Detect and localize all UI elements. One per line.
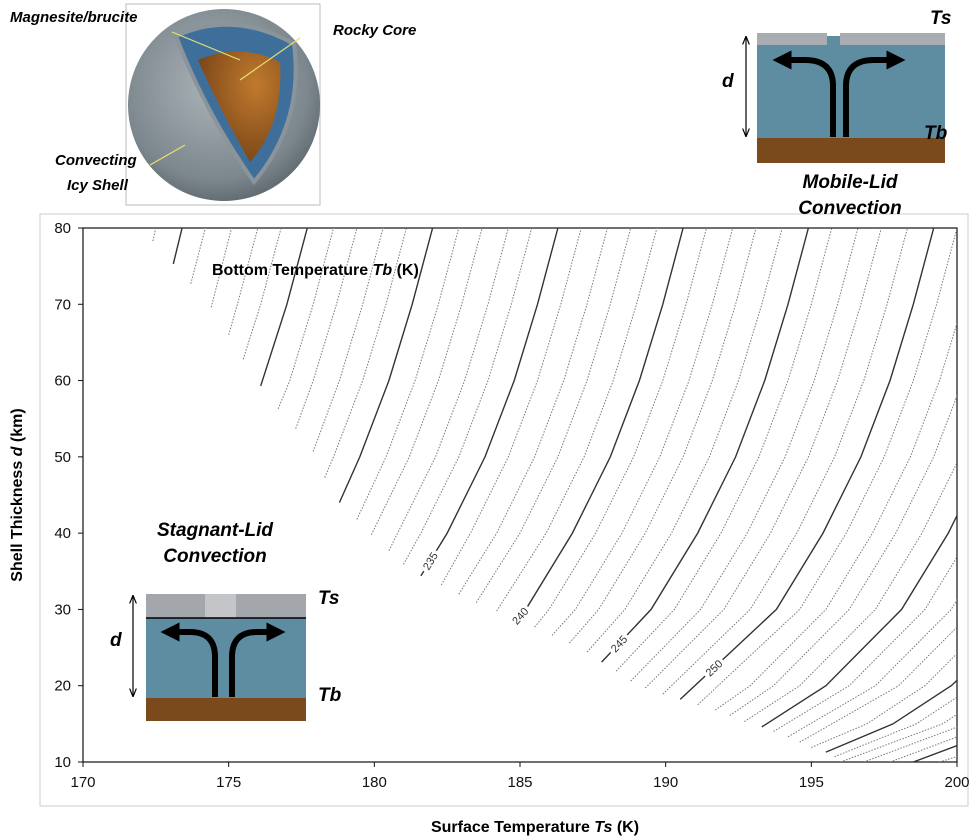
x-tick-label: 195 [799, 774, 824, 791]
page: {"chart_data": { "type": "contour", "tit… [0, 0, 969, 837]
x-label-unit: (K) [612, 819, 639, 836]
y-label-unit: (km) [9, 408, 26, 446]
y-axis-label: Shell Thickness d (km) [9, 408, 26, 581]
x-tick-label: 175 [216, 774, 241, 791]
core-layer [146, 698, 306, 721]
schematic-label: d [722, 71, 734, 92]
schematic-label: d [110, 630, 122, 651]
x-tick-label: 170 [70, 774, 95, 791]
y-label-text: Shell Thickness [9, 456, 26, 581]
y-tick-label: 40 [54, 525, 71, 542]
x-label-text: Surface Temperature [431, 819, 594, 836]
lid-center [205, 594, 236, 618]
mobile-lid-schematic [746, 33, 945, 163]
interior-inset [126, 4, 320, 205]
y-tick-label: 70 [54, 296, 71, 313]
x-axis-label: Surface Temperature Ts (K) [431, 819, 639, 836]
core-layer [757, 138, 945, 163]
x-tick-label: 200 [944, 774, 969, 791]
schematic-title: Convection [163, 546, 266, 567]
title-unit: (K) [392, 262, 419, 279]
y-tick-label: 20 [54, 678, 71, 695]
figure: 235240245250 170175180185190195200102030… [0, 0, 969, 837]
lid [840, 33, 945, 45]
y-tick-label: 50 [54, 449, 71, 466]
inset-label: Convecting [55, 152, 137, 169]
schematic-label: Ts [930, 8, 951, 29]
inset-label: Icy Shell [67, 177, 129, 194]
inset-label: Rocky Core [333, 22, 416, 39]
y-tick-label: 30 [54, 601, 71, 618]
title-var: Tb [373, 262, 393, 279]
schematic-title: Stagnant-Lid [157, 520, 273, 541]
schematic-label: Tb [318, 685, 342, 706]
inset-label: Magnesite/brucite [10, 9, 138, 26]
chart-title: Bottom Temperature Tb (K) [212, 262, 419, 279]
lid [757, 33, 827, 45]
schematic-title: Mobile-Lid [803, 172, 898, 193]
schematic-title: Convection [798, 198, 901, 219]
x-tick-label: 190 [653, 774, 678, 791]
y-tick-label: 80 [54, 220, 71, 237]
x-label-var: Ts [594, 819, 612, 836]
lid-gap [827, 36, 840, 45]
x-tick-label: 185 [507, 774, 532, 791]
x-tick-label: 180 [362, 774, 387, 791]
schematic-label: Ts [318, 588, 339, 609]
schematic-label: Tb [924, 123, 948, 144]
stagnant-lid-schematic [133, 594, 306, 721]
title-text: Bottom Temperature [212, 262, 373, 279]
y-tick-label: 60 [54, 373, 71, 390]
y-tick-label: 10 [54, 754, 71, 771]
